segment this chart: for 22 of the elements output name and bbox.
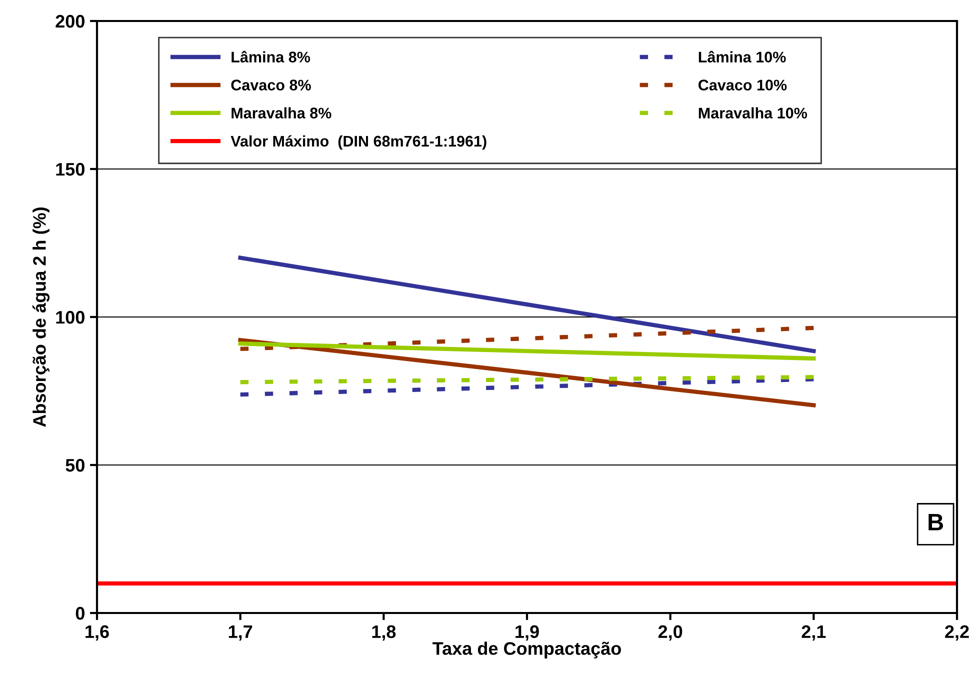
y-tick-label: 200 bbox=[56, 14, 84, 28]
x-tick-label: 1,8 bbox=[372, 625, 396, 641]
x-tick-label: 1,9 bbox=[516, 625, 539, 641]
legend-label: Lâmina 10% bbox=[698, 50, 786, 62]
legend-label: Cavaco 10% bbox=[698, 80, 787, 90]
x-tick-label: 2,0 bbox=[658, 625, 682, 641]
x-tick-label: 1,6 bbox=[86, 625, 109, 641]
y-axis-title: Absorção de água 2 h (%) bbox=[32, 208, 50, 427]
legend-label: Cavaco 8% bbox=[231, 80, 311, 90]
x-axis-title: Taxa de Compactação bbox=[432, 642, 621, 658]
y-tick-label: 50 bbox=[66, 458, 84, 472]
x-tick-label: 2,2 bbox=[945, 625, 969, 641]
legend-label: Maravalha 10% bbox=[698, 107, 808, 118]
y-tick-label: 0 bbox=[76, 606, 84, 620]
y-tick-label: 100 bbox=[56, 310, 84, 324]
x-tick-label: 2,1 bbox=[802, 625, 826, 641]
legend-label: Lâmina 8% bbox=[232, 50, 310, 62]
y-tick-label: 150 bbox=[56, 162, 84, 176]
x-tick-label: 1,7 bbox=[228, 625, 252, 641]
annotation: B bbox=[928, 514, 944, 530]
legend-label: Maravalha 8% bbox=[232, 107, 332, 118]
legend-label: Valor Máximo (DIN 68m761-1:1961) bbox=[230, 135, 486, 150]
